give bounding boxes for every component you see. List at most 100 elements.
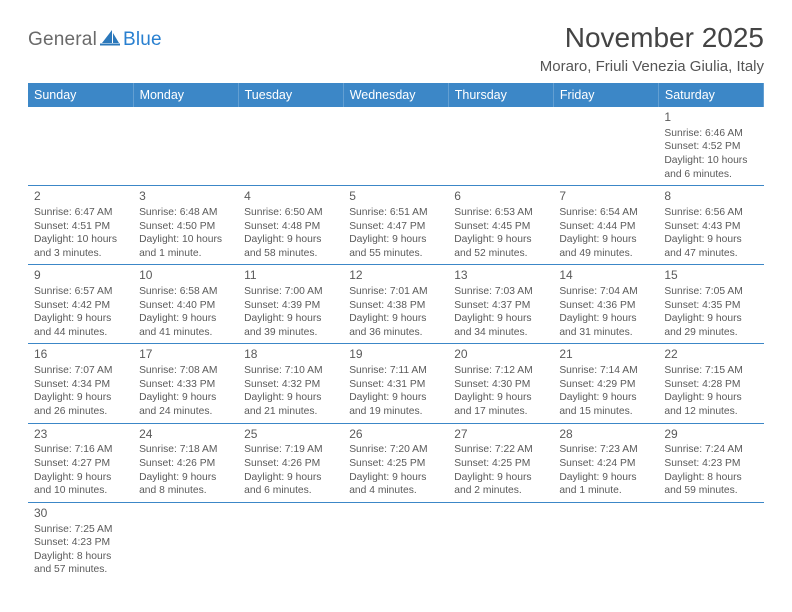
calendar-cell: 14Sunrise: 7:04 AMSunset: 4:36 PMDayligh… xyxy=(553,265,658,344)
daylight-text: Daylight: 10 hours xyxy=(139,233,232,247)
sunset-text: Sunset: 4:50 PM xyxy=(139,220,232,234)
sunset-text: Sunset: 4:42 PM xyxy=(34,299,127,313)
logo: General Blue xyxy=(28,28,162,51)
sunrise-text: Sunrise: 6:51 AM xyxy=(349,206,442,220)
sunset-text: Sunset: 4:30 PM xyxy=(454,378,547,392)
daylight-text: Daylight: 9 hours xyxy=(349,391,442,405)
sunrise-text: Sunrise: 7:16 AM xyxy=(34,443,127,457)
daylight-text: and 31 minutes. xyxy=(559,326,652,340)
daylight-text: and 1 minute. xyxy=(139,247,232,261)
title-block: November 2025 Moraro, Friuli Venezia Giu… xyxy=(540,22,764,75)
logo-text-general: General xyxy=(28,29,97,51)
day-number: 16 xyxy=(34,347,127,363)
calendar-cell: 19Sunrise: 7:11 AMSunset: 4:31 PMDayligh… xyxy=(343,344,448,423)
calendar-cell-empty xyxy=(448,502,553,581)
calendar-cell: 27Sunrise: 7:22 AMSunset: 4:25 PMDayligh… xyxy=(448,423,553,502)
sunset-text: Sunset: 4:28 PM xyxy=(664,378,757,392)
calendar-cell-empty xyxy=(553,502,658,581)
daylight-text: Daylight: 10 hours xyxy=(34,233,127,247)
day-header: Thursday xyxy=(448,83,553,107)
daylight-text: Daylight: 9 hours xyxy=(454,312,547,326)
sunrise-text: Sunrise: 7:25 AM xyxy=(34,523,127,537)
day-header: Saturday xyxy=(658,83,763,107)
daylight-text: and 34 minutes. xyxy=(454,326,547,340)
sunset-text: Sunset: 4:35 PM xyxy=(664,299,757,313)
sunset-text: Sunset: 4:40 PM xyxy=(139,299,232,313)
calendar-cell: 28Sunrise: 7:23 AMSunset: 4:24 PMDayligh… xyxy=(553,423,658,502)
sunrise-text: Sunrise: 7:20 AM xyxy=(349,443,442,457)
daylight-text: and 12 minutes. xyxy=(664,405,757,419)
daylight-text: and 49 minutes. xyxy=(559,247,652,261)
sunset-text: Sunset: 4:23 PM xyxy=(34,536,127,550)
daylight-text: Daylight: 9 hours xyxy=(34,391,127,405)
calendar-cell-empty xyxy=(133,107,238,186)
daylight-text: and 59 minutes. xyxy=(664,484,757,498)
daylight-text: Daylight: 9 hours xyxy=(664,391,757,405)
day-number: 22 xyxy=(664,347,757,363)
calendar-cell: 12Sunrise: 7:01 AMSunset: 4:38 PMDayligh… xyxy=(343,265,448,344)
daylight-text: and 58 minutes. xyxy=(244,247,337,261)
calendar-cell: 3Sunrise: 6:48 AMSunset: 4:50 PMDaylight… xyxy=(133,186,238,265)
day-number: 29 xyxy=(664,427,757,443)
calendar-cell: 7Sunrise: 6:54 AMSunset: 4:44 PMDaylight… xyxy=(553,186,658,265)
sunset-text: Sunset: 4:48 PM xyxy=(244,220,337,234)
day-header: Wednesday xyxy=(343,83,448,107)
sunrise-text: Sunrise: 7:05 AM xyxy=(664,285,757,299)
sunset-text: Sunset: 4:27 PM xyxy=(34,457,127,471)
calendar-cell: 11Sunrise: 7:00 AMSunset: 4:39 PMDayligh… xyxy=(238,265,343,344)
day-number: 27 xyxy=(454,427,547,443)
sunset-text: Sunset: 4:25 PM xyxy=(349,457,442,471)
sunrise-text: Sunrise: 6:53 AM xyxy=(454,206,547,220)
calendar-cell: 24Sunrise: 7:18 AMSunset: 4:26 PMDayligh… xyxy=(133,423,238,502)
sunrise-text: Sunrise: 7:07 AM xyxy=(34,364,127,378)
calendar-cell: 8Sunrise: 6:56 AMSunset: 4:43 PMDaylight… xyxy=(658,186,763,265)
daylight-text: and 15 minutes. xyxy=(559,405,652,419)
calendar-cell-empty xyxy=(133,502,238,581)
sunrise-text: Sunrise: 7:08 AM xyxy=(139,364,232,378)
calendar-cell-empty xyxy=(238,107,343,186)
calendar-cell-empty xyxy=(343,502,448,581)
sunrise-text: Sunrise: 6:57 AM xyxy=(34,285,127,299)
sunset-text: Sunset: 4:24 PM xyxy=(559,457,652,471)
sunrise-text: Sunrise: 7:00 AM xyxy=(244,285,337,299)
daylight-text: and 3 minutes. xyxy=(34,247,127,261)
calendar-row: 2Sunrise: 6:47 AMSunset: 4:51 PMDaylight… xyxy=(28,186,764,265)
calendar-row: 23Sunrise: 7:16 AMSunset: 4:27 PMDayligh… xyxy=(28,423,764,502)
calendar-cell: 21Sunrise: 7:14 AMSunset: 4:29 PMDayligh… xyxy=(553,344,658,423)
daylight-text: Daylight: 9 hours xyxy=(559,391,652,405)
calendar-page: General Blue November 2025 Moraro, Friul… xyxy=(0,0,792,603)
daylight-text: Daylight: 9 hours xyxy=(664,312,757,326)
day-header: Monday xyxy=(133,83,238,107)
sunset-text: Sunset: 4:23 PM xyxy=(664,457,757,471)
calendar-row: 30Sunrise: 7:25 AMSunset: 4:23 PMDayligh… xyxy=(28,502,764,581)
sunrise-text: Sunrise: 7:15 AM xyxy=(664,364,757,378)
daylight-text: Daylight: 9 hours xyxy=(664,233,757,247)
daylight-text: and 21 minutes. xyxy=(244,405,337,419)
header-row: General Blue November 2025 Moraro, Friul… xyxy=(28,22,764,75)
sunset-text: Sunset: 4:33 PM xyxy=(139,378,232,392)
sunrise-text: Sunrise: 7:01 AM xyxy=(349,285,442,299)
daylight-text: Daylight: 9 hours xyxy=(454,233,547,247)
daylight-text: and 24 minutes. xyxy=(139,405,232,419)
daylight-text: and 39 minutes. xyxy=(244,326,337,340)
calendar-body: 1Sunrise: 6:46 AMSunset: 4:52 PMDaylight… xyxy=(28,107,764,581)
daylight-text: Daylight: 9 hours xyxy=(559,471,652,485)
sunset-text: Sunset: 4:29 PM xyxy=(559,378,652,392)
logo-sail-icon xyxy=(100,28,120,51)
daylight-text: Daylight: 9 hours xyxy=(34,312,127,326)
daylight-text: Daylight: 9 hours xyxy=(454,471,547,485)
daylight-text: Daylight: 9 hours xyxy=(34,471,127,485)
sunrise-text: Sunrise: 7:22 AM xyxy=(454,443,547,457)
daylight-text: Daylight: 10 hours xyxy=(664,154,757,168)
calendar-row: 9Sunrise: 6:57 AMSunset: 4:42 PMDaylight… xyxy=(28,265,764,344)
daylight-text: Daylight: 9 hours xyxy=(244,391,337,405)
calendar-cell: 18Sunrise: 7:10 AMSunset: 4:32 PMDayligh… xyxy=(238,344,343,423)
sunrise-text: Sunrise: 7:12 AM xyxy=(454,364,547,378)
day-number: 10 xyxy=(139,268,232,284)
sunset-text: Sunset: 4:43 PM xyxy=(664,220,757,234)
day-number: 14 xyxy=(559,268,652,284)
day-number: 1 xyxy=(664,110,757,126)
daylight-text: Daylight: 9 hours xyxy=(559,233,652,247)
sunrise-text: Sunrise: 6:56 AM xyxy=(664,206,757,220)
sunrise-text: Sunrise: 7:24 AM xyxy=(664,443,757,457)
